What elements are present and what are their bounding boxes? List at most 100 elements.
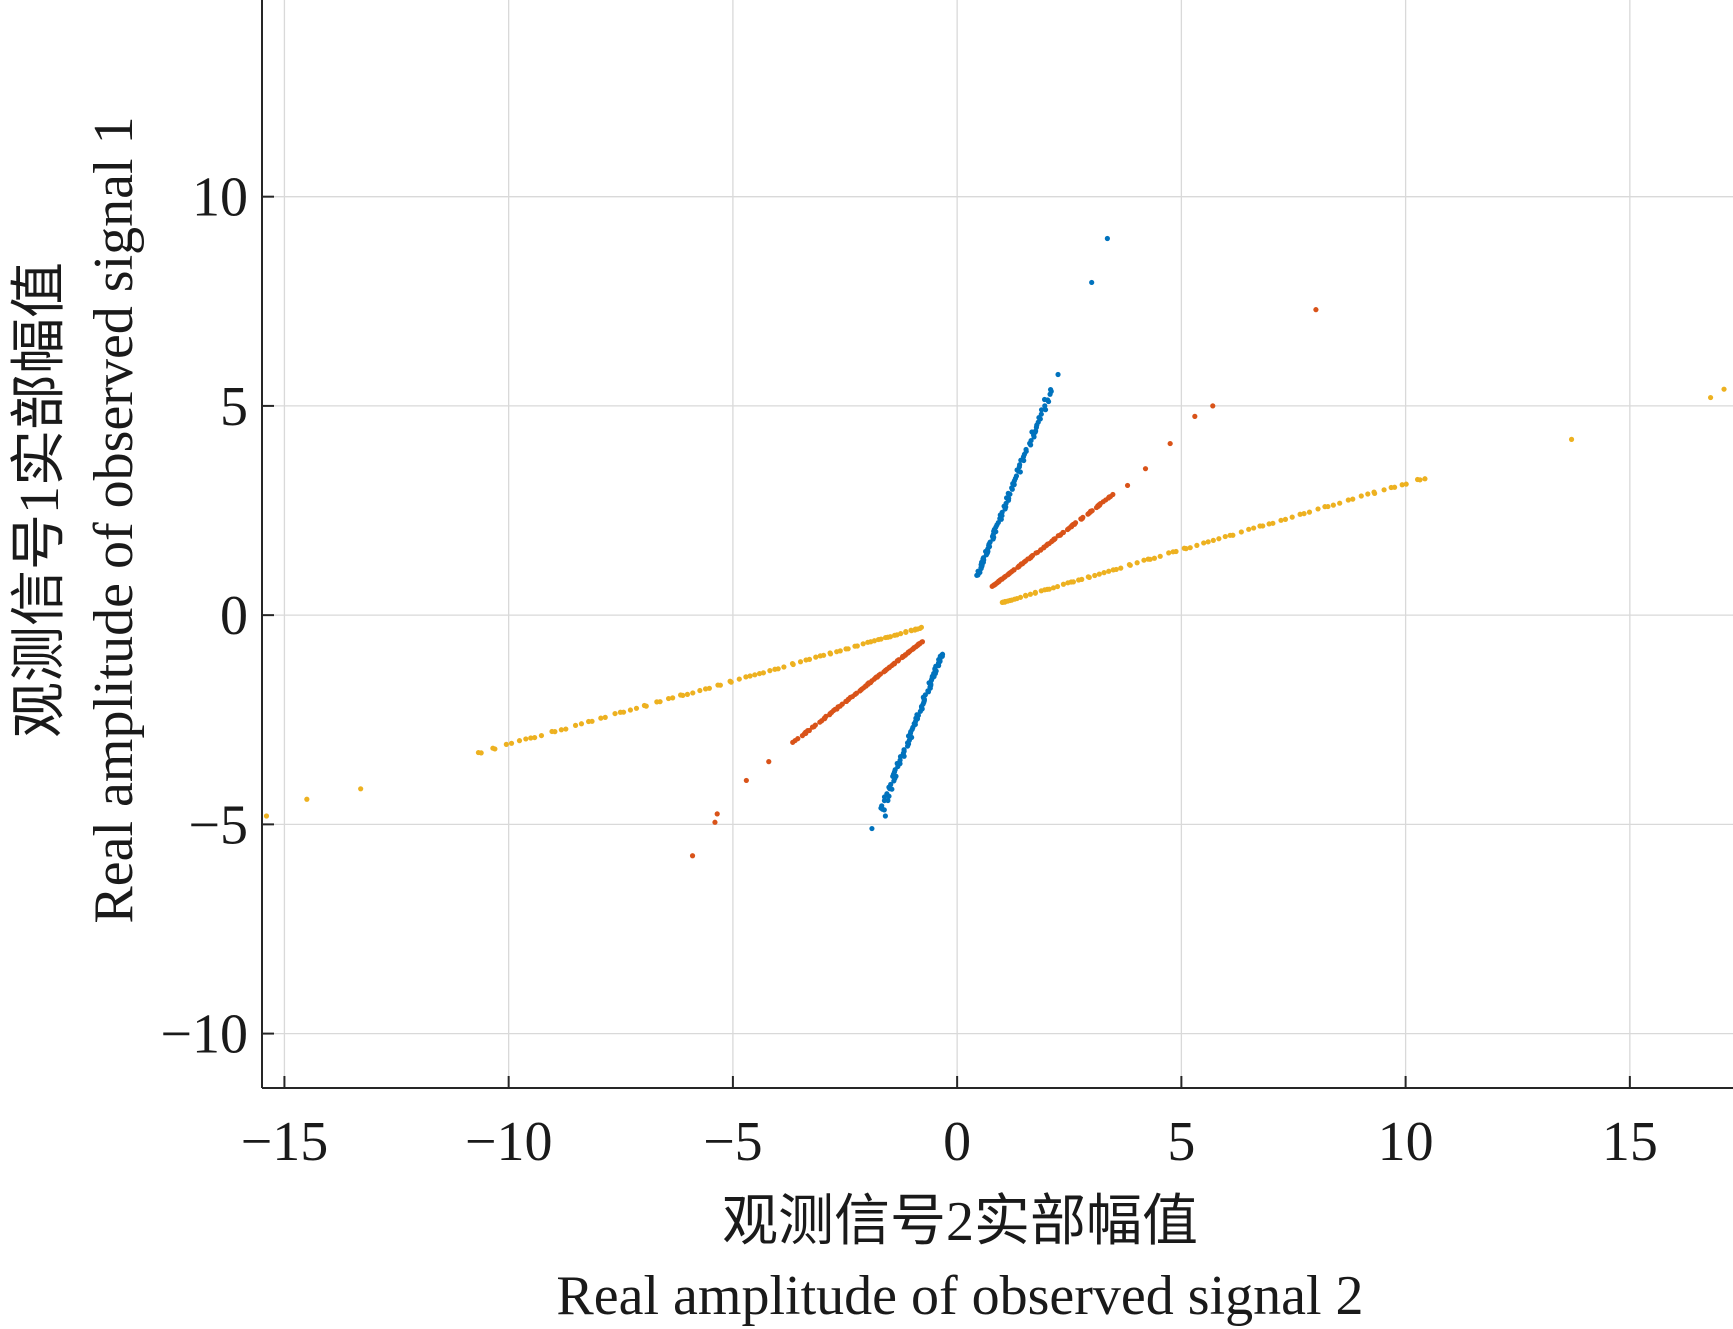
- data-point: [1194, 542, 1200, 548]
- x-axis-title-chinese: 观测信号2实部幅值: [722, 1191, 1198, 1253]
- data-point: [1306, 509, 1313, 515]
- data-point: [1047, 386, 1054, 393]
- data-point: [1050, 585, 1057, 591]
- data-point: [1072, 520, 1079, 526]
- data-point: [797, 659, 804, 665]
- data-point: [743, 674, 749, 680]
- series-3: [263, 386, 1727, 819]
- data-point: [827, 650, 833, 656]
- data-point: [1051, 536, 1057, 542]
- data-point: [1080, 514, 1086, 520]
- data-point: [1110, 491, 1116, 498]
- data-point: [690, 690, 696, 696]
- data-point: [1042, 407, 1049, 413]
- data-point: [1017, 462, 1023, 468]
- data-point: [1028, 437, 1034, 444]
- data-point: [689, 853, 696, 859]
- data-point: [1205, 539, 1211, 545]
- data-point: [1092, 572, 1098, 579]
- data-point: [813, 654, 819, 660]
- y-tick-label: −10: [160, 1004, 248, 1066]
- data-point: [627, 707, 634, 713]
- data-point: [1365, 491, 1371, 497]
- data-point: [1297, 511, 1303, 517]
- data-point: [1270, 520, 1276, 526]
- data-point: [1289, 514, 1295, 520]
- data-point: [1330, 502, 1336, 508]
- data-point: [1315, 506, 1321, 512]
- data-point: [702, 686, 709, 692]
- data-point: [852, 643, 858, 649]
- data-point: [882, 813, 888, 819]
- data-point: [1417, 477, 1423, 483]
- data-point: [263, 813, 270, 819]
- data-point: [602, 714, 608, 720]
- data-point: [889, 786, 895, 792]
- data-point: [1167, 440, 1173, 447]
- data-point: [756, 670, 763, 677]
- data-point: [572, 722, 579, 728]
- data-point: [532, 734, 538, 741]
- x-tick-label: 0: [943, 1111, 971, 1173]
- data-point: [743, 777, 749, 784]
- data-point: [563, 726, 569, 732]
- data-point: [715, 682, 721, 688]
- data-point: [1033, 550, 1039, 556]
- data-point: [1350, 496, 1356, 502]
- data-point: [1313, 307, 1319, 313]
- labels-layer: 观测信号2实部幅值 Real amplitude of observed sig…: [9, 116, 1364, 1327]
- data-point: [760, 670, 767, 676]
- data-point: [1038, 411, 1044, 417]
- data-point: [766, 759, 772, 765]
- data-point: [538, 732, 545, 739]
- data-point: [706, 685, 712, 691]
- data-point: [1201, 540, 1207, 546]
- data-point: [772, 666, 778, 672]
- data-point: [1192, 413, 1198, 419]
- data-point: [781, 664, 787, 670]
- data-point: [1216, 536, 1222, 542]
- data-point: [503, 741, 509, 747]
- data-point: [1088, 508, 1094, 514]
- data-point: [1046, 586, 1052, 592]
- marks-layer: [263, 235, 1727, 859]
- data-point: [817, 719, 823, 725]
- data-point: [1086, 574, 1092, 581]
- data-point: [1005, 490, 1011, 496]
- data-point: [1079, 576, 1085, 582]
- data-point: [1038, 407, 1045, 413]
- data-point: [903, 628, 909, 635]
- data-point: [1721, 386, 1727, 392]
- data-point: [558, 727, 564, 733]
- x-tick-label: −5: [703, 1111, 763, 1173]
- data-point: [475, 749, 482, 756]
- data-point: [1070, 579, 1077, 585]
- data-point: [860, 641, 866, 647]
- data-point: [803, 657, 809, 663]
- data-point: [1142, 466, 1149, 472]
- data-point: [1358, 493, 1364, 499]
- data-point: [1023, 593, 1029, 599]
- data-point: [752, 672, 758, 678]
- data-point: [806, 727, 812, 734]
- x-tick-label: 5: [1167, 1111, 1195, 1173]
- data-point: [490, 745, 496, 751]
- data-point: [678, 692, 684, 698]
- data-point: [843, 698, 850, 704]
- data-point: [1157, 553, 1163, 559]
- data-point: [817, 653, 823, 659]
- data-point: [1301, 511, 1307, 517]
- y-tick-label: −5: [188, 794, 248, 856]
- data-point: [1381, 487, 1387, 493]
- data-point: [799, 733, 806, 739]
- data-point: [1399, 482, 1405, 488]
- data-point: [714, 811, 720, 817]
- data-point: [936, 663, 942, 669]
- data-point: [1124, 482, 1131, 489]
- y-tick-label: 0: [220, 585, 248, 647]
- data-point: [827, 712, 833, 718]
- data-point: [1045, 541, 1051, 547]
- axes-layer: −15 −10 −5 0 5 10 15 −10 −5 0 5 10: [160, 0, 1733, 1173]
- data-point: [523, 736, 529, 742]
